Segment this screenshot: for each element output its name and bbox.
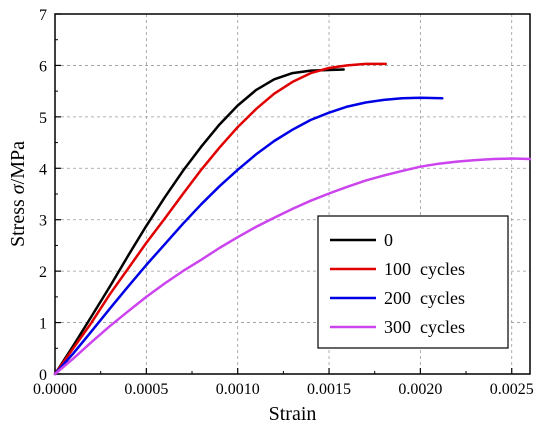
legend-label: 200 cycles [384,288,465,308]
grid [55,14,530,374]
series-line-0 [53,68,345,376]
y-tick-label: 0 [39,367,47,384]
y-axis-title-symbol: σ [7,183,29,194]
legend: 0 100 cycles 200 cycles 300 cycles [317,215,509,349]
y-tick-label: 6 [39,58,47,75]
x-tick-label: 0.0015 [307,381,351,398]
legend-label: 300 cycles [384,317,465,337]
x-tick-label: 0.0005 [124,381,168,398]
x-tick-label: 0.0020 [398,381,442,398]
y-tick-label: 4 [39,161,47,178]
legend-label: 100 cycles [384,259,465,279]
series-line-2 [53,96,444,376]
axis-ticks: 0.0000 0.0005 0.0010 0.0015 0.0020 0.0025 0 1 2 3… [33,7,534,398]
x-tick-label: 0.0025 [490,381,534,398]
x-tick-label: 0.0000 [33,381,77,398]
y-tick-label: 1 [39,316,47,333]
y-tick-label: 7 [39,7,47,24]
x-axis-title: Strain [269,403,317,425]
y-axis-title-suffix: /MPa [7,141,29,184]
x-tick-label: 0.0010 [216,381,260,398]
y-tick-label: 3 [39,213,47,230]
y-tick-label: 2 [39,264,47,281]
series-line-3 [53,157,532,376]
y-axis-title-prefix: Stress [7,194,29,247]
series-lines [53,62,532,376]
legend-label: 0 [384,230,393,250]
series-line-1 [53,62,387,376]
y-tick-label: 5 [39,110,47,127]
y-axis-title: Stress σ/MPa [7,141,29,247]
